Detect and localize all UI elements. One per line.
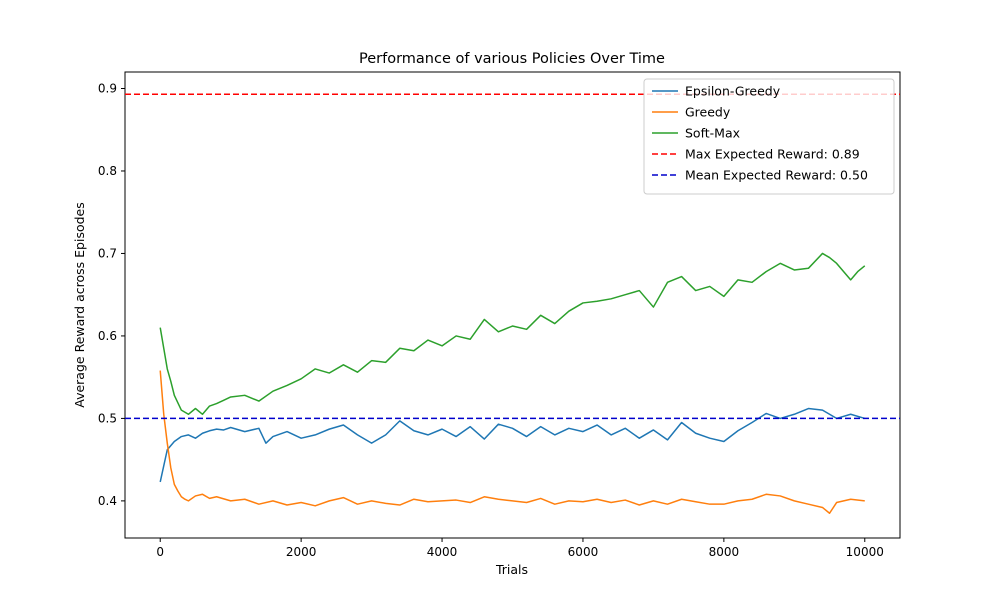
y-axis-ticks: 0.4 0.5 0.6 0.7 0.8 0.9 xyxy=(98,81,125,508)
y-tick-label: 0.4 xyxy=(98,494,117,508)
x-tick-label: 6000 xyxy=(568,545,599,559)
plot-area: 0 2000 4000 6000 8000 10000 0.40.50.60.70.80.… xyxy=(98,71,901,559)
x-tick-label: 8000 xyxy=(709,545,740,559)
legend-label: Mean Expected Reward: 0.50 xyxy=(685,168,868,183)
legend-box xyxy=(643,78,895,195)
legend: Epsilon-Greedy Greedy Soft-Max Max Expected… xyxy=(643,78,895,195)
series-line-0 xyxy=(159,407,865,483)
x-axis-ticks: 0 2000 4000 6000 8000 10000 xyxy=(156,538,884,559)
x-tick-label: 4000 xyxy=(427,545,458,559)
series-layer xyxy=(125,93,900,515)
y-tick-label: 0.6 xyxy=(98,329,117,343)
series-line-2 xyxy=(159,252,866,416)
y-tick-label: 0.9 xyxy=(98,81,117,95)
y-tick-label: 0.5 xyxy=(98,411,117,425)
chart-title: Performance of various Policies Over Tim… xyxy=(359,51,665,67)
legend-label: Epsilon-Greedy xyxy=(685,84,781,99)
x-tick-label: 2000 xyxy=(286,545,317,559)
legend-label: Max Expected Reward: 0.89 xyxy=(685,147,860,162)
axes-frame xyxy=(124,71,901,539)
x-tick-label: 10000 xyxy=(846,545,884,559)
legend-label: Soft-Max xyxy=(685,126,740,141)
legend-label: Greedy xyxy=(685,105,731,120)
y-tick-label: 0.7 xyxy=(98,246,117,260)
x-tick-label: 0 xyxy=(156,545,164,559)
y-tick-label: 0.8 xyxy=(98,164,117,178)
series-line-1 xyxy=(159,370,865,515)
y-axis-label: Average Reward across Episodes xyxy=(72,202,87,407)
x-axis-label: Trials xyxy=(495,562,528,577)
